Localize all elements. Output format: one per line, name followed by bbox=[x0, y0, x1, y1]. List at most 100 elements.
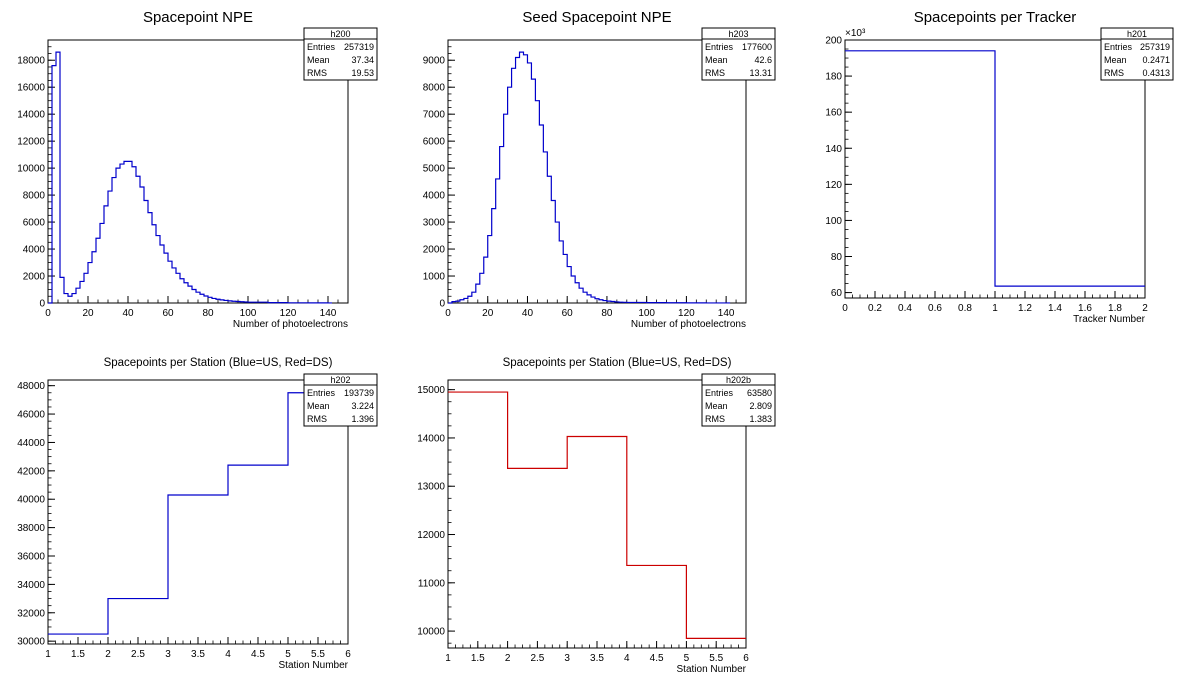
stats-label: RMS bbox=[307, 68, 327, 78]
histogram-line bbox=[845, 50, 1145, 287]
x-tick-label: 1.6 bbox=[1078, 303, 1092, 314]
histogram-panel-4: Spacepoints per Station (Blue=US, Red=DS… bbox=[17, 357, 378, 671]
plot-frame bbox=[47, 379, 349, 645]
stats-value: 1.383 bbox=[749, 414, 772, 424]
x-axis-label: Number of photoelectrons bbox=[631, 319, 746, 330]
x-tick-label: 1 bbox=[992, 303, 998, 314]
stats-value: 177600 bbox=[742, 42, 772, 52]
stats-label: RMS bbox=[705, 414, 725, 424]
x-tick-label: 5 bbox=[684, 653, 690, 664]
stats-label: Entries bbox=[705, 388, 734, 398]
histogram-line bbox=[448, 391, 746, 639]
x-tick-label: 0 bbox=[45, 308, 51, 319]
stats-label: RMS bbox=[307, 414, 327, 424]
stats-label: Mean bbox=[1104, 55, 1127, 65]
y-tick-label: 1000 bbox=[423, 272, 446, 283]
x-tick-label: 5 bbox=[285, 649, 291, 660]
stats-label: RMS bbox=[1104, 68, 1124, 78]
y-tick-label: 7000 bbox=[423, 110, 446, 121]
stats-value: 193739 bbox=[344, 388, 374, 398]
x-tick-label: 0.2 bbox=[868, 303, 882, 314]
chart-title: Spacepoints per Station (Blue=US, Red=DS… bbox=[104, 357, 333, 369]
x-tick-label: 5.5 bbox=[311, 649, 325, 660]
y-tick-label: 6000 bbox=[23, 218, 46, 229]
histogram-line bbox=[48, 392, 348, 635]
y-tick-label: 120 bbox=[825, 180, 842, 191]
x-tick-label: 4 bbox=[225, 649, 231, 660]
x-tick-label: 3 bbox=[165, 649, 171, 660]
y-tick-label: 44000 bbox=[17, 438, 45, 449]
x-tick-label: 6 bbox=[345, 649, 351, 660]
x-tick-label: 6 bbox=[743, 653, 749, 664]
y-tick-label: 16000 bbox=[17, 83, 45, 94]
y-tick-label: 0 bbox=[39, 299, 45, 310]
x-tick-label: 0.4 bbox=[898, 303, 912, 314]
y-tick-label: 14000 bbox=[17, 110, 45, 121]
x-tick-label: 140 bbox=[320, 308, 337, 319]
histogram-line bbox=[48, 51, 332, 304]
stats-name: h201 bbox=[1127, 29, 1147, 39]
y-tick-label: 34000 bbox=[17, 580, 45, 591]
stats-value: 63580 bbox=[747, 388, 772, 398]
x-tick-label: 4 bbox=[624, 653, 630, 664]
stats-value: 2.809 bbox=[749, 401, 772, 411]
stats-value: 1.396 bbox=[351, 414, 374, 424]
y-tick-label: 3000 bbox=[423, 218, 446, 229]
stats-value: 42.6 bbox=[754, 55, 772, 65]
y-tick-label: 38000 bbox=[17, 523, 45, 534]
y-tick-label: 48000 bbox=[17, 381, 45, 392]
x-tick-label: 3.5 bbox=[191, 649, 205, 660]
x-tick-label: 2 bbox=[105, 649, 111, 660]
x-tick-label: 2.5 bbox=[131, 649, 145, 660]
stats-name: h200 bbox=[330, 29, 350, 39]
x-tick-label: 1.4 bbox=[1048, 303, 1062, 314]
stats-label: Entries bbox=[307, 42, 336, 52]
y-tick-label: 30000 bbox=[17, 637, 45, 648]
chart-title: Spacepoints per Station (Blue=US, Red=DS… bbox=[503, 357, 732, 369]
stats-value: 0.4313 bbox=[1142, 68, 1170, 78]
x-tick-label: 1.8 bbox=[1108, 303, 1122, 314]
x-tick-label: 2 bbox=[1142, 303, 1148, 314]
x-tick-label: 80 bbox=[202, 308, 214, 319]
stats-box: h201 Entries 257319 Mean 0.2471 RMS 0.4313 bbox=[1100, 27, 1174, 81]
y-tick-label: 14000 bbox=[417, 433, 445, 444]
y-tick-label: 5000 bbox=[423, 164, 446, 175]
y-tick-label: 140 bbox=[825, 144, 842, 155]
x-tick-label: 120 bbox=[280, 308, 297, 319]
y-tick-label: 36000 bbox=[17, 552, 45, 563]
x-axis-label: Number of photoelectrons bbox=[233, 319, 348, 330]
stats-label: Entries bbox=[307, 388, 336, 398]
y-tick-label: 100 bbox=[825, 216, 842, 227]
x-tick-label: 2.5 bbox=[530, 653, 544, 664]
x-tick-label: 0 bbox=[842, 303, 848, 314]
stats-value: 37.34 bbox=[351, 55, 374, 65]
plot-frame bbox=[47, 39, 349, 304]
x-tick-label: 4.5 bbox=[650, 653, 664, 664]
stats-label: Mean bbox=[705, 55, 728, 65]
y-tick-label: 160 bbox=[825, 108, 842, 119]
stats-name: h202 bbox=[330, 375, 350, 385]
x-tick-label: 40 bbox=[122, 308, 134, 319]
stats-value: 0.2471 bbox=[1142, 55, 1170, 65]
chart-title: Spacepoints per Tracker bbox=[914, 9, 1077, 26]
stats-value: 257319 bbox=[344, 42, 374, 52]
stats-label: Entries bbox=[1104, 42, 1133, 52]
stats-box-frame bbox=[701, 373, 776, 427]
x-tick-label: 20 bbox=[482, 308, 494, 319]
y-tick-label: 4000 bbox=[423, 191, 446, 202]
plot-frame bbox=[447, 39, 747, 304]
x-tick-label: 2 bbox=[505, 653, 511, 664]
x-tick-label: 0.8 bbox=[958, 303, 972, 314]
y-tick-label: 32000 bbox=[17, 608, 45, 619]
x-tick-label: 80 bbox=[601, 308, 613, 319]
y-tick-label: 10000 bbox=[417, 627, 445, 638]
stats-box: h200 Entries 257319 Mean 37.34 RMS 19.53 bbox=[303, 27, 378, 81]
y-tick-label: 2000 bbox=[423, 245, 446, 256]
stats-box-frame bbox=[1100, 27, 1174, 81]
x-tick-label: 140 bbox=[718, 308, 735, 319]
y-tick-label: 6000 bbox=[423, 137, 446, 148]
stats-value: 3.224 bbox=[351, 401, 374, 411]
x-tick-label: 0.6 bbox=[928, 303, 942, 314]
stats-label: Mean bbox=[307, 55, 330, 65]
chart-title: Seed Spacepoint NPE bbox=[522, 9, 671, 26]
